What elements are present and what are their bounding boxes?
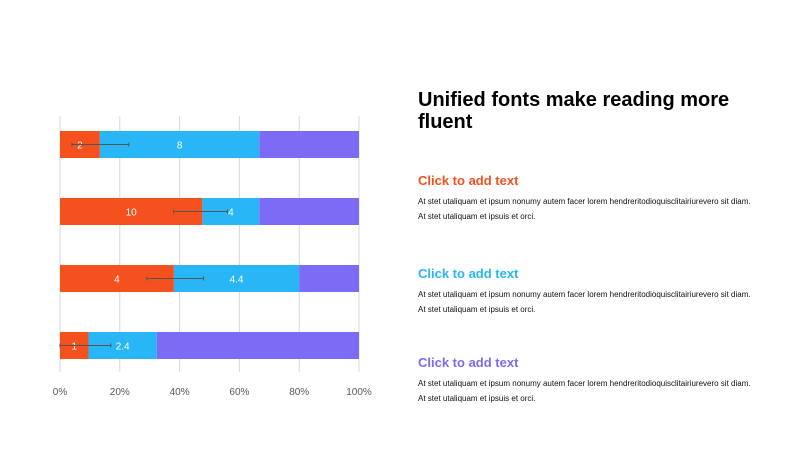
slide-title: Unified fonts make reading more fluent: [418, 89, 730, 133]
text-block-2-heading[interactable]: Click to add text: [418, 266, 519, 281]
text-block-1-heading[interactable]: Click to add text: [418, 173, 519, 188]
data-label: 4: [228, 208, 234, 219]
text-block-3-body[interactable]: At stet utaliquam et ipsum nonumy autem …: [418, 379, 751, 403]
x-tick-label: 40%: [170, 387, 190, 398]
data-label: 2.4: [116, 342, 130, 353]
bar-segment: [156, 332, 359, 359]
data-label: 1: [71, 342, 77, 353]
stacked-bar-chart: 0% 20% 40% 60% 80% 100% 2 8 10 4 4 4.4 1 2.4: [53, 116, 372, 398]
bar-segment: [259, 131, 359, 158]
bar-segment: [299, 265, 359, 292]
x-tick-label: 0%: [53, 387, 68, 398]
data-label: 4.4: [230, 275, 244, 286]
text-block-1-body[interactable]: At stet utaliquam et ipsum nonumy autem …: [418, 197, 751, 221]
x-tick-label: 60%: [229, 387, 249, 398]
data-label: 10: [126, 208, 138, 219]
bar-segment: [259, 198, 359, 225]
text-block-2-body[interactable]: At stet utaliquam et ipsum nonumy autem …: [418, 290, 751, 314]
x-tick-label: 20%: [110, 387, 130, 398]
text-block-3-heading[interactable]: Click to add text: [418, 355, 519, 370]
x-tick-label: 80%: [289, 387, 309, 398]
data-label: 2: [77, 141, 83, 152]
x-tick-label: 100%: [346, 387, 372, 398]
data-label: 4: [114, 275, 120, 286]
data-label: 8: [177, 141, 183, 152]
